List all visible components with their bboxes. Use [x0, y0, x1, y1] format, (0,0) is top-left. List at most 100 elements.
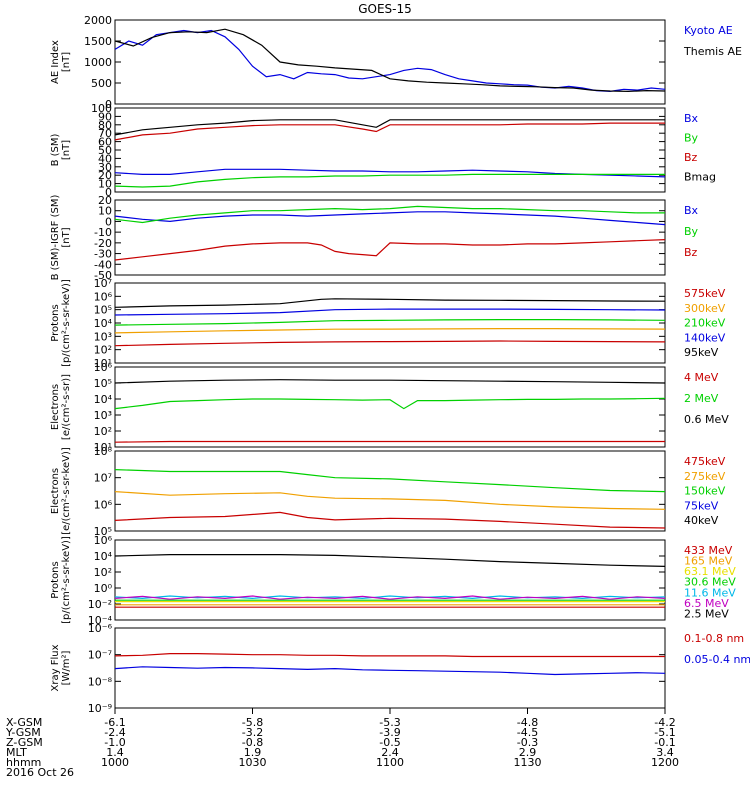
legend-entry: By: [684, 225, 699, 238]
series-kyoto-ae: [114, 29, 666, 93]
panel-frame: [114, 450, 666, 532]
mlt-value: 2.4: [381, 746, 399, 759]
y-tick-label: 10⁴: [94, 550, 113, 563]
x-gsm-value: -6.1: [104, 716, 125, 729]
y-tick-label: 500: [91, 77, 112, 90]
z-gsm-value: -0.8: [242, 736, 263, 749]
series-0-6-mev: [114, 379, 666, 384]
y-label-line: Electrons: [50, 384, 61, 430]
legend-entry: Themis AE: [683, 45, 742, 58]
legend-entry: 0.6 MeV: [684, 413, 729, 426]
legend-entry: 575keV: [684, 287, 726, 300]
legend-entry: 140keV: [684, 331, 726, 344]
legend-entry: 0.05-0.4 nm: [684, 653, 750, 666]
y-tick-label: 10⁷: [94, 277, 112, 290]
series-by: [114, 173, 665, 188]
y-label-line: [p/(cm²-s-sr-keV)]: [61, 536, 72, 624]
y-label-line: [e/(cm²-s-sr)]: [61, 374, 72, 440]
y-label-line: Protons: [50, 561, 61, 598]
panel-protons-mev: 10⁻⁴ 10⁻² 10⁰ 10² 10⁴ 10⁶ Protons [p/(cm²-s-sr-…: [50, 534, 736, 627]
legend: Bx By Bz: [684, 204, 699, 259]
legend-entry: 300keV: [684, 302, 726, 315]
y-label-line: [W/m²]: [61, 650, 72, 685]
y-axis-label: B (SM)-IGRF (SM) [nT]: [50, 195, 72, 281]
legend: 0.1-0.8 nm 0.05-0.4 nm: [684, 632, 750, 666]
panel-frame: [114, 366, 666, 448]
x-gsm-value: -5.3: [379, 716, 400, 729]
legend-entry: Kyoto AE: [684, 24, 733, 37]
panel-frame: [114, 282, 666, 364]
series-by: [114, 205, 665, 224]
y-tick-label: 80: [98, 119, 112, 132]
series-300kev: [114, 328, 666, 334]
legend-entry: 30.6 MeV: [684, 576, 736, 589]
hhmm-value: 1000: [101, 756, 129, 769]
hhmm-value: 1200: [651, 756, 679, 769]
y-tick-label: 10⁻²: [88, 598, 112, 611]
z-gsm-value: -0.1: [654, 736, 675, 749]
y-tick-label: 10⁸: [94, 445, 113, 458]
legend-entry: 275keV: [684, 470, 726, 483]
legend: Bx By Bz Bmag: [684, 112, 716, 184]
series-lines: [114, 205, 666, 261]
y-tick-label: -50: [94, 269, 112, 282]
y-tick-label: 40: [98, 152, 112, 165]
series-0-1-0-8-nm: [114, 652, 665, 658]
y-axis-label: B (SM) [nT]: [50, 133, 72, 166]
legend-entry: 150keV: [684, 485, 726, 498]
y-tick-label: 10⁶: [94, 534, 113, 547]
legend-entry: 40keV: [684, 514, 719, 527]
y-tick-label: 10⁰: [94, 582, 113, 595]
y-axis-label: Xray Flux [W/m²]: [50, 644, 72, 691]
legend-entry: 75keV: [684, 499, 719, 512]
y-axis-label: Electrons [e/(cm²-s-sr)]: [50, 374, 72, 440]
y-tick-label: 30: [98, 161, 112, 174]
legend-entry: By: [684, 132, 699, 145]
y-axis-label: Protons [p/(cm²-s-sr-keV)]: [50, 536, 72, 624]
y-tick-label: 10⁶: [94, 290, 113, 303]
y-tick-label: 20: [98, 194, 112, 207]
legend-entry: Bz: [684, 151, 698, 164]
series-575kev: [114, 340, 666, 347]
y-tick-label: -10: [94, 226, 112, 239]
series-2-5-mev: [114, 553, 666, 567]
legend-entry: 475keV: [684, 455, 726, 468]
y-axis-ticks: 10⁵ 10⁶ 10⁷ 10⁸: [94, 445, 665, 538]
series-bmag: [114, 119, 665, 136]
y-tick-label: -40: [94, 258, 112, 271]
y-axis-ticks: 10⁻⁴ 10⁻² 10⁰ 10² 10⁴ 10⁶: [88, 534, 665, 627]
series-275kev: [114, 491, 666, 510]
x-gsm-value: -4.8: [517, 716, 538, 729]
series-4-mev: [114, 440, 665, 443]
row-label-mlt: MLT: [6, 746, 27, 759]
row-label-date: 2016 Oct 26: [6, 766, 74, 779]
hhmm-value: 1030: [239, 756, 267, 769]
series-475kev: [114, 511, 666, 529]
y-tick-label: 90: [98, 110, 112, 123]
panel-ae: 0 500 1000 1500 2000 AE Index [nT] Kyoto AE Them…: [50, 14, 742, 111]
y-axis-label: Protons [p/(cm²-s-sr-keV)]: [50, 279, 72, 367]
series-2-mev: [114, 397, 666, 410]
legend-entry: 6.5 MeV: [684, 597, 729, 610]
legend-entry: 4 MeV: [684, 371, 719, 384]
y-tick-label: 10²: [94, 566, 112, 579]
z-gsm-value: -1.0: [104, 736, 125, 749]
y-tick-label: 10⁻⁴: [88, 614, 113, 627]
series-6-5-mev: [114, 595, 666, 600]
y-tick-label: 50: [98, 144, 112, 157]
row-label-hhmm: hhmm: [6, 756, 41, 769]
mlt-value: 1.9: [244, 746, 262, 759]
legend-entry: 0.1-0.8 nm: [684, 632, 744, 645]
plot-title: GOES-15: [358, 2, 412, 16]
y-tick-label: 2000: [84, 14, 112, 27]
y-label-line: [e/(cm²-s-sr-keV)]: [61, 447, 72, 535]
y-tick-label: 1500: [84, 35, 112, 48]
legend-entry: 63.1 MeV: [684, 565, 736, 578]
